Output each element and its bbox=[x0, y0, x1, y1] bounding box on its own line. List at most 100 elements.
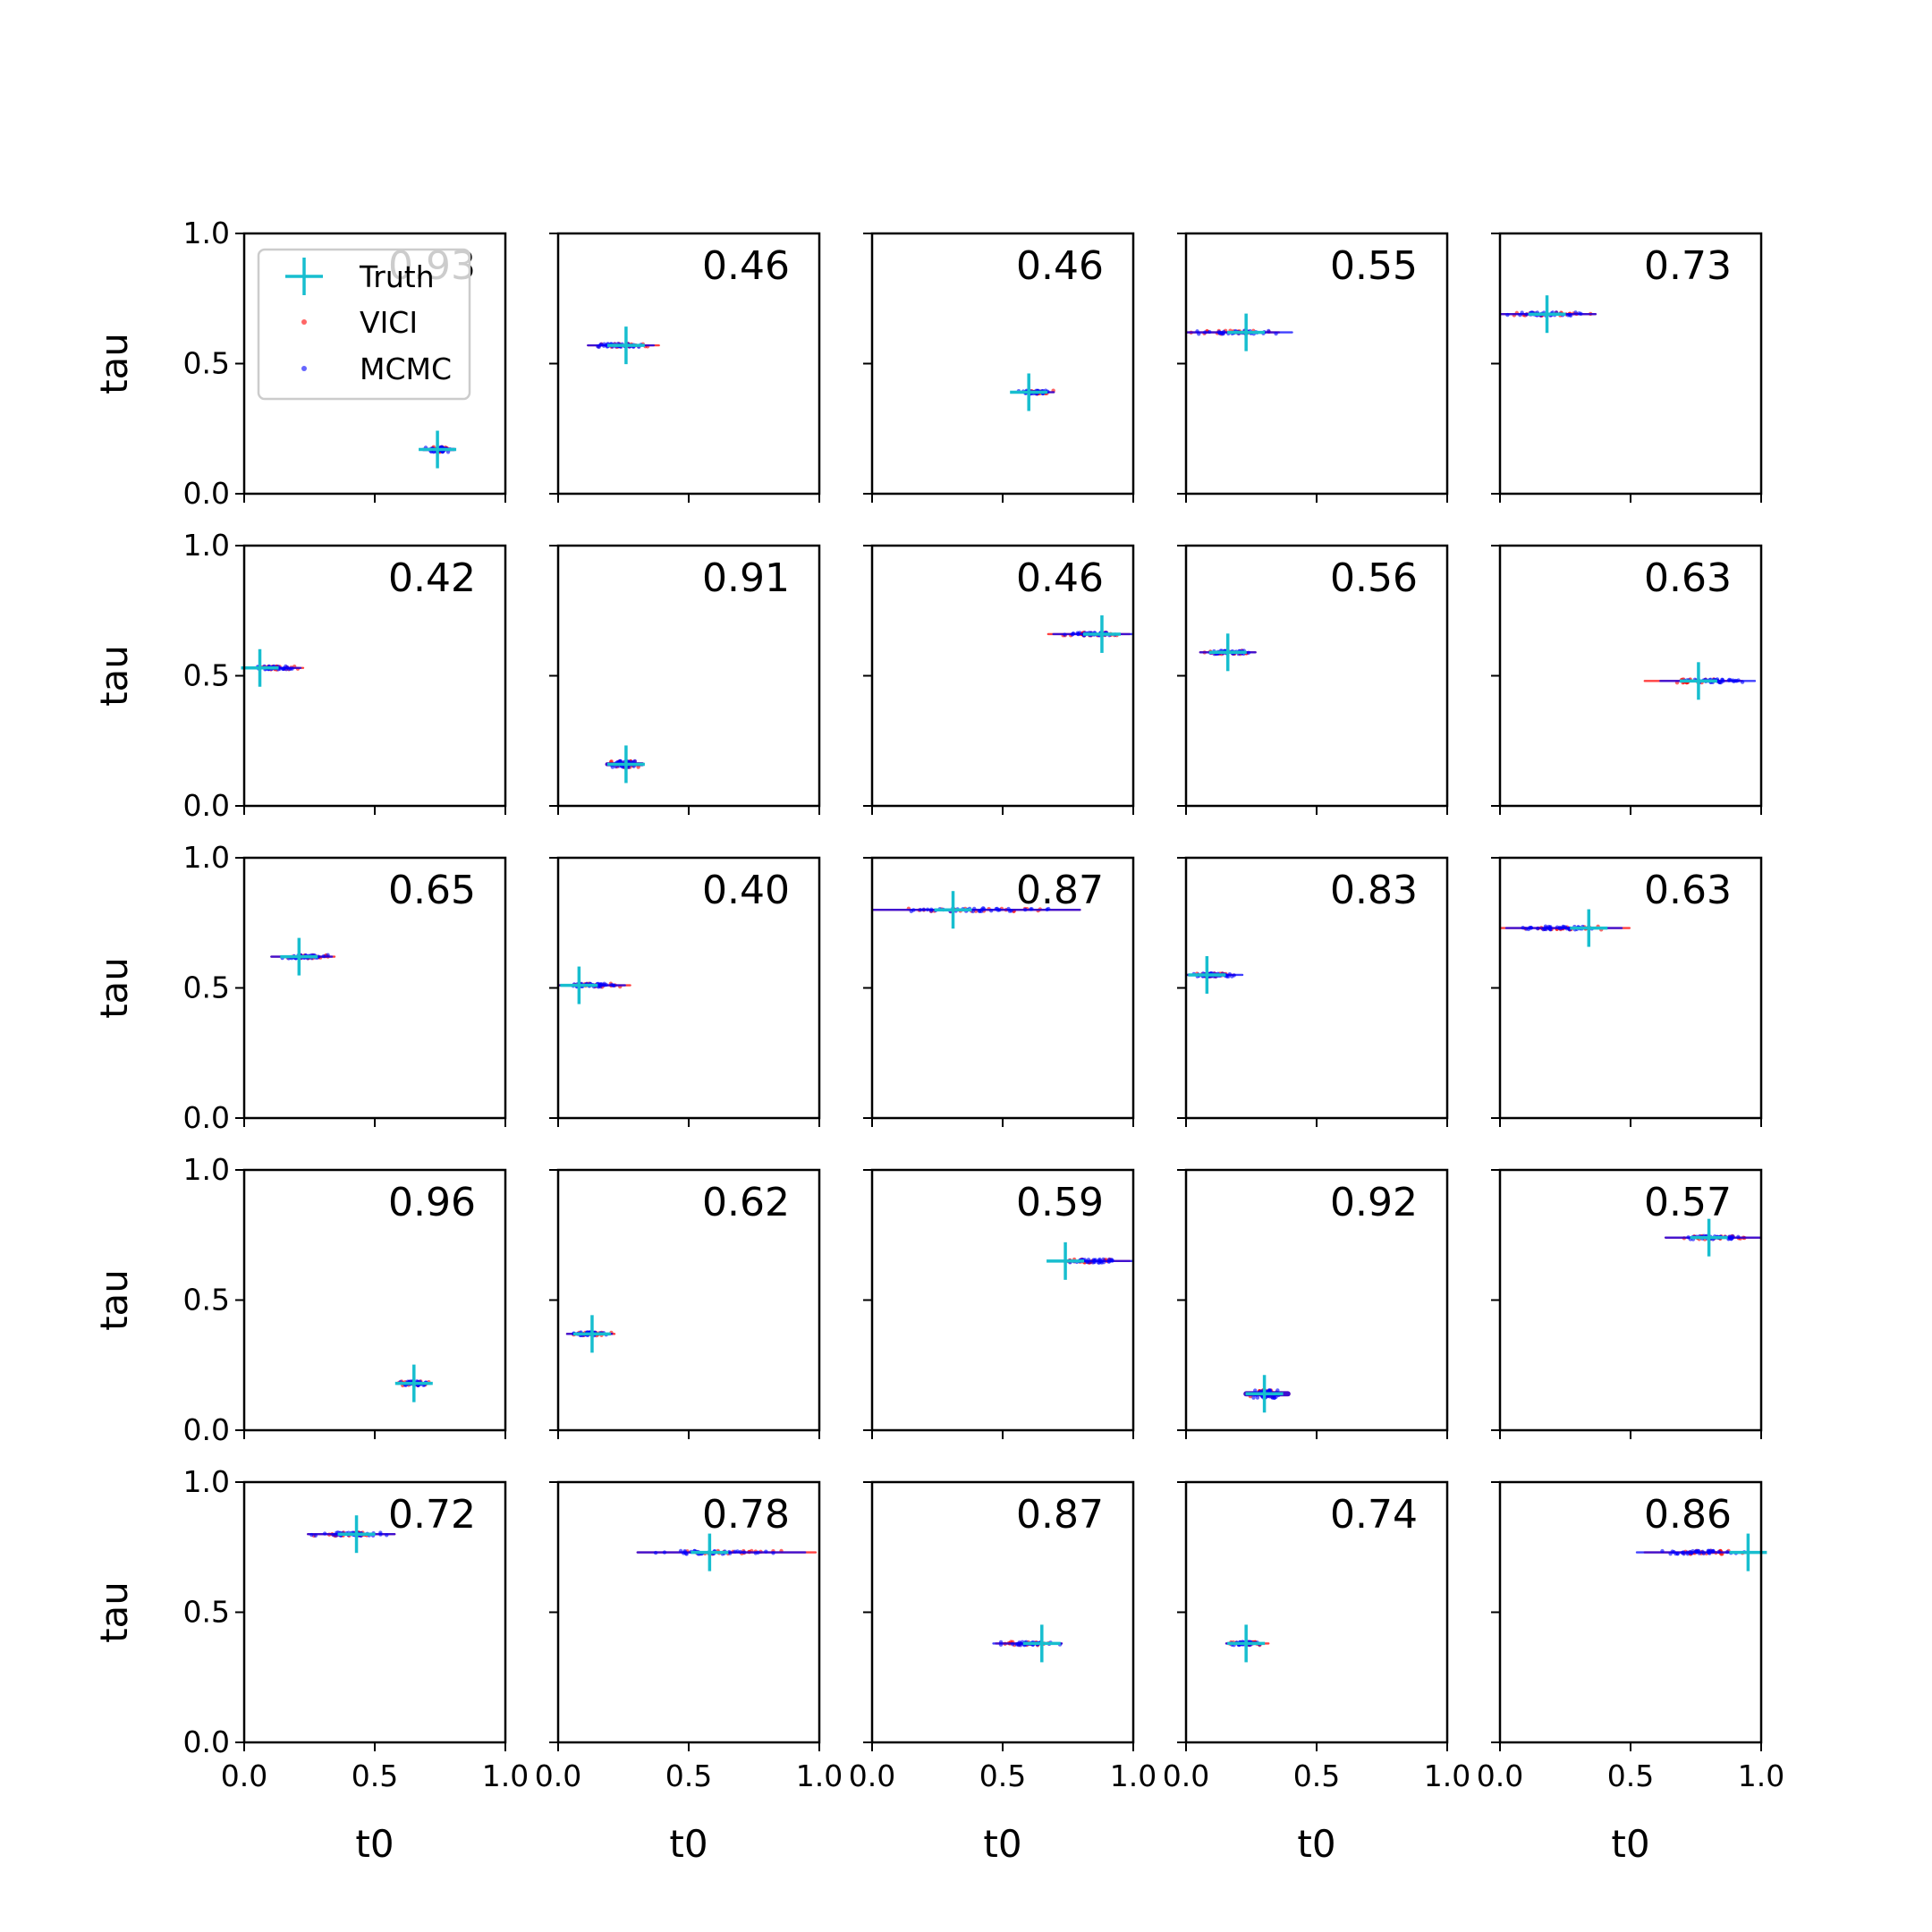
mcmc-sample bbox=[597, 344, 601, 350]
y-tick-label: 1.0 bbox=[183, 1464, 230, 1499]
legend-entry-truth: Truth bbox=[285, 258, 435, 295]
mcmc-sample bbox=[1700, 1549, 1705, 1555]
panel-3-4: 0.83 bbox=[1177, 856, 1449, 1127]
mcmc-sample bbox=[1253, 1388, 1258, 1393]
x-axis-label: t0 bbox=[355, 1822, 394, 1866]
mcmc-sample bbox=[1070, 632, 1074, 637]
mcmc-sample bbox=[1006, 906, 1011, 911]
mcmc-sample bbox=[1221, 331, 1226, 336]
truth-marker bbox=[1690, 1218, 1728, 1257]
truth-marker bbox=[1208, 633, 1247, 672]
x-tick-label: 0.5 bbox=[665, 1758, 712, 1793]
mcmc-sample bbox=[929, 907, 934, 912]
truth-marker bbox=[1528, 295, 1566, 334]
mcmc-sample bbox=[1681, 1550, 1686, 1555]
mcmc-sample bbox=[771, 1551, 775, 1555]
mcmc-sample bbox=[1084, 1259, 1089, 1264]
mcmc-sample bbox=[322, 1531, 327, 1536]
x-axis-label: t0 bbox=[669, 1822, 708, 1866]
panel-3-2: 0.40 bbox=[549, 856, 821, 1127]
mcmc-sample bbox=[1029, 907, 1033, 911]
overlap-value: 0.59 bbox=[1016, 1180, 1104, 1225]
mcmc-sample bbox=[1076, 631, 1080, 637]
mcmc-sample bbox=[764, 1549, 768, 1554]
mcmc-sample bbox=[653, 1550, 658, 1555]
panels-layer: 0.00.51.00.93tau0.460.460.550.730.00.51.… bbox=[92, 216, 1784, 1866]
mcmc-sample bbox=[1251, 1395, 1256, 1400]
mcmc-sample bbox=[1524, 312, 1529, 317]
y-tick-label: 0.5 bbox=[183, 658, 230, 693]
x-axis-label: t0 bbox=[1611, 1822, 1649, 1866]
mcmc-sample bbox=[909, 909, 914, 913]
truth-marker bbox=[1010, 373, 1048, 411]
mcmc-sample bbox=[921, 907, 926, 911]
panel-5-4: 0.0 0.5 1.0 0.74 t0 bbox=[1163, 1480, 1470, 1866]
overlap-value: 0.78 bbox=[702, 1492, 790, 1538]
y-axis-label: tau bbox=[92, 957, 136, 1019]
mcmc-sample bbox=[1668, 1552, 1673, 1556]
overlap-value: 0.92 bbox=[1330, 1180, 1418, 1225]
y-tick-label: 0.5 bbox=[183, 1283, 230, 1318]
x-axis-label: t0 bbox=[1297, 1822, 1335, 1866]
truth-marker bbox=[419, 430, 457, 469]
mcmc-sample bbox=[1573, 310, 1578, 315]
mcmc-sample bbox=[1096, 1260, 1101, 1265]
y-axis-label: tau bbox=[92, 333, 136, 394]
y-tick-label: 0.0 bbox=[183, 1412, 230, 1447]
truth-marker bbox=[241, 648, 279, 687]
truth-marker bbox=[1227, 1624, 1266, 1663]
x-axis-label: t0 bbox=[983, 1822, 1021, 1866]
mcmc-sample bbox=[1675, 1551, 1680, 1556]
legend-box bbox=[257, 248, 471, 401]
mcmc-sample bbox=[1535, 926, 1540, 931]
x-tick-label: 0.0 bbox=[1477, 1758, 1523, 1793]
mcmc-sample bbox=[1560, 926, 1564, 930]
mcmc-sample bbox=[1274, 331, 1278, 336]
truth-marker bbox=[1046, 1241, 1085, 1280]
mcmc-sample bbox=[1022, 907, 1028, 912]
mcmc-sample bbox=[611, 983, 616, 987]
panel-4-2: 0.62 bbox=[549, 1168, 821, 1439]
x-tick-label: 0.0 bbox=[849, 1758, 895, 1793]
legend: Truth VICI MCMC bbox=[257, 248, 471, 401]
y-tick-label: 0.5 bbox=[183, 346, 230, 381]
mcmc-sample bbox=[1101, 1257, 1106, 1262]
mcmc-sample bbox=[1564, 927, 1570, 931]
y-tick-label: 1.0 bbox=[183, 528, 230, 563]
panel-5-1: 0.00.0 0.5 0.5 1.0 1.0 0.72 tau t0 bbox=[92, 1464, 529, 1866]
y-tick-label: 0.0 bbox=[183, 788, 230, 823]
overlap-value: 0.46 bbox=[1016, 555, 1104, 601]
mcmc-sample bbox=[1672, 1549, 1676, 1555]
mcmc-sample bbox=[988, 908, 994, 913]
x-tick-label: 0.0 bbox=[535, 1758, 581, 1793]
panel-2-4: 0.56 bbox=[1177, 544, 1449, 815]
panel-2-3: 0.46 bbox=[863, 544, 1135, 815]
truth-marker bbox=[1570, 909, 1608, 947]
legend-entry-mcmc: MCMC bbox=[301, 352, 452, 386]
truth-marker bbox=[280, 937, 318, 976]
panel-2-2: 0.91 bbox=[549, 544, 821, 815]
mcmc-sample bbox=[918, 907, 923, 912]
mcmc-sample bbox=[1018, 1643, 1023, 1648]
panel-2-5: 0.63 bbox=[1491, 544, 1763, 815]
legend-entry-vici: VICI bbox=[301, 305, 418, 340]
truth-marker bbox=[572, 1315, 611, 1353]
y-axis-label: tau bbox=[92, 1581, 136, 1643]
samples-group bbox=[1500, 924, 1631, 932]
y-tick-label: 0.5 bbox=[183, 970, 230, 1005]
overlap-value: 0.62 bbox=[702, 1180, 790, 1225]
mcmc-sample bbox=[334, 1530, 339, 1536]
y-axis-label: tau bbox=[92, 1269, 136, 1331]
mcmc-sample bbox=[1216, 329, 1222, 335]
truth-marker bbox=[606, 326, 645, 365]
mcmc-sample bbox=[313, 1533, 318, 1538]
overlap-value: 0.40 bbox=[702, 868, 790, 913]
mcmc-sample bbox=[1732, 679, 1736, 683]
mcmc-sample bbox=[1716, 1549, 1721, 1555]
mcmc-sample bbox=[741, 1550, 747, 1555]
mcmc-sample bbox=[1690, 1549, 1695, 1554]
mcmc-sample bbox=[1546, 926, 1551, 930]
mcmc-sample bbox=[925, 907, 930, 912]
panel-4-3: 0.59 bbox=[863, 1168, 1135, 1439]
mcmc-sample bbox=[321, 953, 326, 959]
